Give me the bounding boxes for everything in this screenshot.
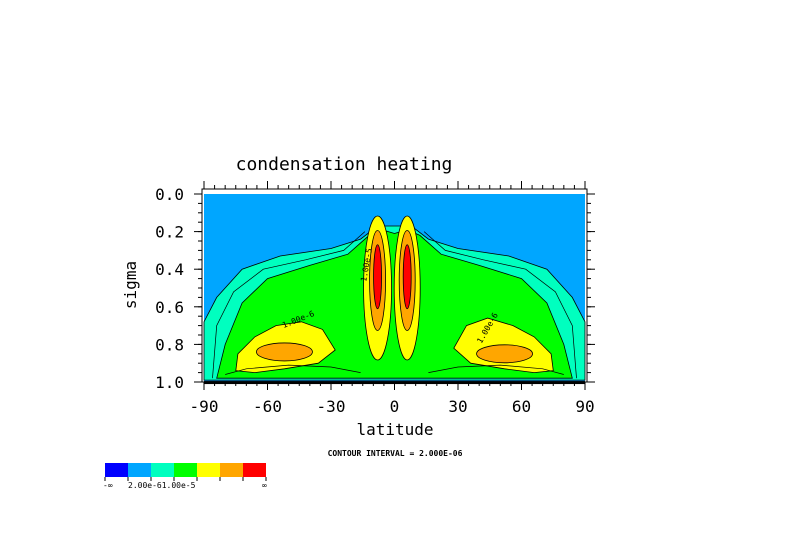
x-tick-label: 90 xyxy=(575,397,594,416)
contour-level-5-tower-north xyxy=(402,244,412,310)
y-tick-label: 0.2 xyxy=(155,223,184,242)
y-tick-label: 0.4 xyxy=(155,260,184,279)
x-tick-label: -30 xyxy=(317,397,346,416)
x-tick-label: 0 xyxy=(390,397,400,416)
y-axis-label: sigma xyxy=(121,261,140,309)
colorbar-swatch xyxy=(174,463,197,477)
colorbar-right-label: ∞ xyxy=(262,481,267,490)
contour-fill-layer: 1.00e-6 1.00e-61.00e-5 xyxy=(203,194,586,385)
contour-level-4-north xyxy=(476,344,533,364)
x-tick-label: -60 xyxy=(253,397,282,416)
x-tick-label: 60 xyxy=(512,397,531,416)
contour-line-nh xyxy=(423,231,577,379)
contour-line-sh xyxy=(212,231,366,379)
colorbar-swatch xyxy=(105,463,128,477)
colorbar-swatch xyxy=(197,463,220,477)
axes-layer: -90 -60 -30 0 30 60 90 0.0 0.2 0.4 0.6 0.8 1.0 xyxy=(155,181,595,416)
contour-line-low-sh xyxy=(225,364,361,375)
colorbar-swatch xyxy=(128,463,151,477)
y-tick-label: 1.0 xyxy=(155,373,184,392)
contour-line-low-nh xyxy=(428,364,564,375)
colorbar-swatch xyxy=(220,463,243,477)
colorbar-left-label: -∞ xyxy=(103,481,113,490)
x-tick-label: -90 xyxy=(190,397,219,416)
y-tick-label: 0.0 xyxy=(155,185,184,204)
contour-level-5-tower-south xyxy=(373,244,382,310)
contour-interval-text: CONTOUR INTERVAL = 2.000E-06 xyxy=(328,449,463,458)
chart-title: condensation heating xyxy=(236,154,453,175)
colorbar xyxy=(104,463,267,481)
y-tick-label: 0.8 xyxy=(155,335,184,354)
x-axis-label: latitude xyxy=(356,420,433,439)
y-tick-label: 0.6 xyxy=(155,298,184,317)
contour-level-4-south xyxy=(256,342,313,362)
x-tick-label: 30 xyxy=(448,397,467,416)
colorbar-middle-label: 2.00e-61.00e-5 xyxy=(128,481,196,490)
colorbar-swatch xyxy=(243,463,266,477)
colorbar-swatch xyxy=(151,463,174,477)
